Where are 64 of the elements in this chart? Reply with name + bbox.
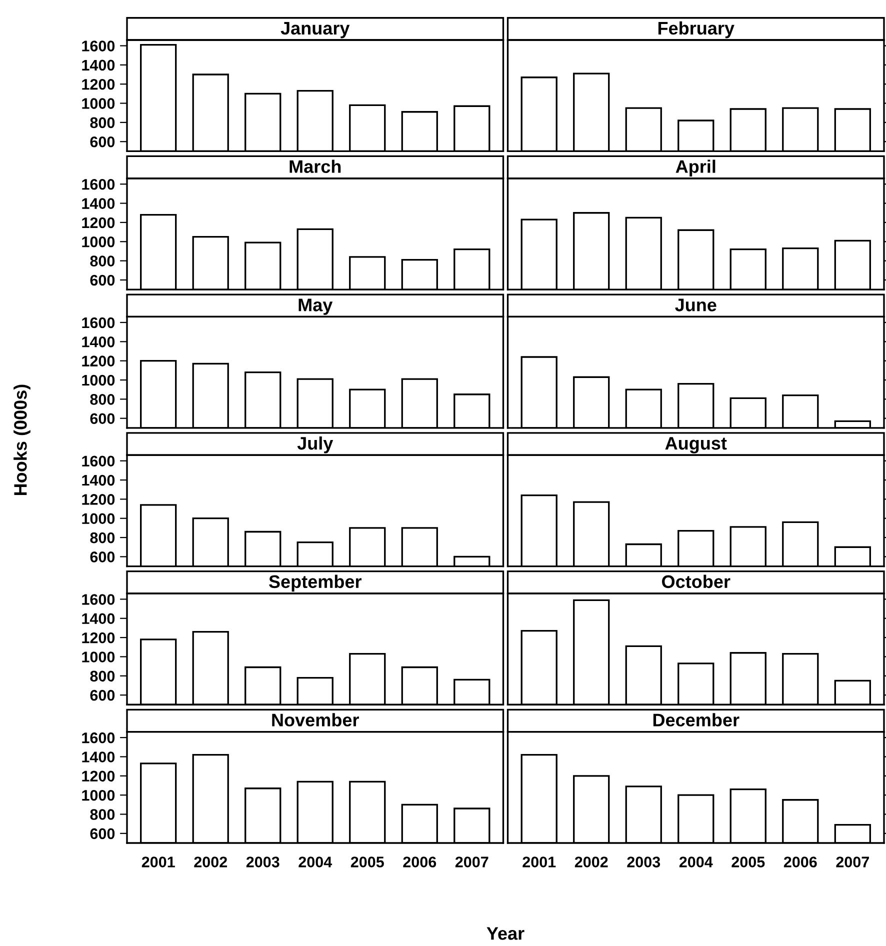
- y-tick-label: 800: [90, 117, 115, 128]
- y-tick-label: 1600: [82, 732, 115, 744]
- x-tick-label: 2003: [627, 856, 660, 868]
- chart-title: March: [290, 160, 341, 173]
- x-axis-title: Year: [486, 927, 524, 940]
- y-tick-label: 1200: [82, 217, 115, 228]
- x-tick-label: 2006: [403, 856, 436, 868]
- x-tick-label: 2002: [574, 856, 608, 868]
- x-tick-label: 2006: [784, 856, 817, 868]
- y-tick-label: 800: [90, 394, 115, 405]
- y-tick-label: 800: [90, 670, 115, 682]
- chart-title: April: [676, 160, 716, 177]
- chart-title: September: [268, 574, 362, 592]
- y-tick-label: 1000: [82, 513, 115, 524]
- y-tick-label: 1600: [82, 317, 115, 328]
- chart-title: December: [653, 713, 740, 726]
- y-tick-label: 1600: [82, 40, 115, 52]
- y-tick-label: 800: [90, 532, 115, 544]
- chart-title: February: [658, 21, 734, 38]
- y-tick-label: 600: [90, 828, 115, 840]
- chart-title: January: [280, 22, 350, 38]
- y-tick-label: 1200: [82, 770, 115, 782]
- y-tick-label: 1000: [82, 790, 115, 801]
- y-tick-label: 1600: [82, 178, 115, 190]
- chart-title: November: [272, 713, 359, 726]
- y-tick-label: 600: [90, 413, 115, 424]
- y-tick-label: 1400: [82, 613, 115, 624]
- x-tick-label: 2001: [142, 856, 175, 868]
- chart-title: June: [675, 298, 716, 312]
- y-tick-label: 1400: [82, 336, 115, 348]
- y-tick-label: 1200: [82, 632, 115, 644]
- y-tick-label: 600: [90, 552, 115, 562]
- y-tick-label: 600: [90, 274, 115, 286]
- y-tick-label: 1200: [82, 78, 115, 90]
- y-axis-title: Hooks (000s): [14, 384, 30, 495]
- y-tick-label: 600: [90, 136, 115, 148]
- y-tick-label: 1400: [82, 60, 115, 71]
- y-tick-label: 1000: [82, 652, 115, 662]
- x-tick-label: 2004: [298, 856, 332, 868]
- x-tick-label: 2001: [522, 856, 556, 868]
- x-tick-label: 2002: [194, 856, 227, 868]
- chart-title: August: [665, 437, 727, 454]
- x-tick-label: 2004: [679, 856, 713, 868]
- y-tick-label: 800: [90, 256, 115, 266]
- chart-title: May: [298, 298, 333, 315]
- y-tick-label: 1400: [82, 474, 115, 486]
- chart-title: October: [662, 574, 730, 588]
- x-tick-label: 2005: [350, 856, 384, 868]
- y-tick-label: 1200: [82, 356, 115, 367]
- y-tick-label: 1600: [82, 456, 115, 467]
- y-tick-label: 1200: [82, 494, 115, 505]
- y-tick-label: 1400: [82, 198, 115, 209]
- x-tick-label: 2003: [246, 856, 280, 868]
- y-tick-label: 1000: [82, 98, 115, 109]
- y-tick-label: 1400: [82, 752, 115, 762]
- y-tick-label: 1000: [82, 236, 115, 248]
- chart-title: July: [297, 436, 334, 454]
- y-tick-label: 1000: [82, 374, 115, 386]
- y-tick-label: 800: [90, 809, 115, 820]
- x-tick-label: 2005: [732, 856, 765, 868]
- y-tick-label: 1600: [82, 594, 115, 605]
- y-tick-label: 600: [90, 690, 115, 701]
- x-tick-label: 2007: [455, 856, 488, 868]
- x-tick-label: 2007: [836, 856, 869, 868]
